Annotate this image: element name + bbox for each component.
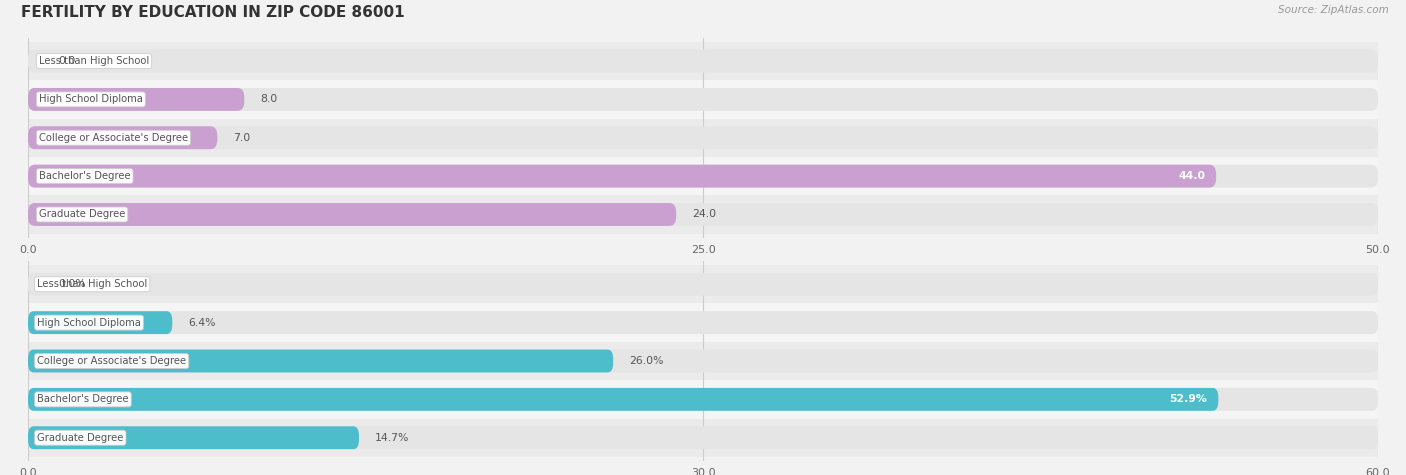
FancyBboxPatch shape (28, 203, 676, 226)
FancyBboxPatch shape (28, 426, 359, 449)
FancyBboxPatch shape (28, 88, 1378, 111)
Text: College or Associate's Degree: College or Associate's Degree (37, 356, 186, 366)
FancyBboxPatch shape (28, 350, 613, 372)
Bar (28, 380, 1378, 418)
Text: 0.0%: 0.0% (58, 279, 86, 289)
FancyBboxPatch shape (28, 49, 1378, 73)
Bar (28, 418, 1378, 457)
Bar (28, 119, 1378, 157)
Text: 14.7%: 14.7% (375, 433, 409, 443)
Text: Less than High School: Less than High School (37, 279, 148, 289)
Text: Graduate Degree: Graduate Degree (37, 433, 124, 443)
Text: High School Diploma: High School Diploma (39, 95, 143, 104)
FancyBboxPatch shape (28, 311, 173, 334)
Bar (28, 157, 1378, 195)
Text: 0.0: 0.0 (58, 56, 75, 66)
FancyBboxPatch shape (28, 203, 1378, 226)
FancyBboxPatch shape (28, 388, 1219, 411)
Text: High School Diploma: High School Diploma (37, 318, 141, 328)
Text: 7.0: 7.0 (233, 133, 250, 143)
Text: 24.0: 24.0 (692, 209, 716, 219)
FancyBboxPatch shape (28, 126, 1378, 149)
Bar (28, 342, 1378, 380)
FancyBboxPatch shape (28, 350, 1378, 372)
Bar (28, 195, 1378, 234)
Text: Source: ZipAtlas.com: Source: ZipAtlas.com (1278, 5, 1389, 15)
FancyBboxPatch shape (28, 126, 218, 149)
Bar (28, 265, 1378, 304)
Text: Bachelor's Degree: Bachelor's Degree (37, 394, 129, 404)
Text: Less than High School: Less than High School (39, 56, 149, 66)
FancyBboxPatch shape (28, 273, 1378, 296)
Text: 44.0: 44.0 (1178, 171, 1205, 181)
Text: College or Associate's Degree: College or Associate's Degree (39, 133, 188, 143)
Bar (28, 42, 1378, 80)
Text: Graduate Degree: Graduate Degree (39, 209, 125, 219)
FancyBboxPatch shape (28, 165, 1216, 188)
Text: Bachelor's Degree: Bachelor's Degree (39, 171, 131, 181)
Text: FERTILITY BY EDUCATION IN ZIP CODE 86001: FERTILITY BY EDUCATION IN ZIP CODE 86001 (21, 5, 405, 20)
Text: 26.0%: 26.0% (630, 356, 664, 366)
Bar (28, 80, 1378, 119)
Text: 8.0: 8.0 (260, 95, 277, 104)
FancyBboxPatch shape (28, 426, 1378, 449)
FancyBboxPatch shape (28, 311, 1378, 334)
FancyBboxPatch shape (28, 88, 245, 111)
FancyBboxPatch shape (28, 165, 1378, 188)
FancyBboxPatch shape (28, 388, 1378, 411)
Text: 52.9%: 52.9% (1170, 394, 1208, 404)
Text: 6.4%: 6.4% (188, 318, 215, 328)
Bar (28, 304, 1378, 342)
